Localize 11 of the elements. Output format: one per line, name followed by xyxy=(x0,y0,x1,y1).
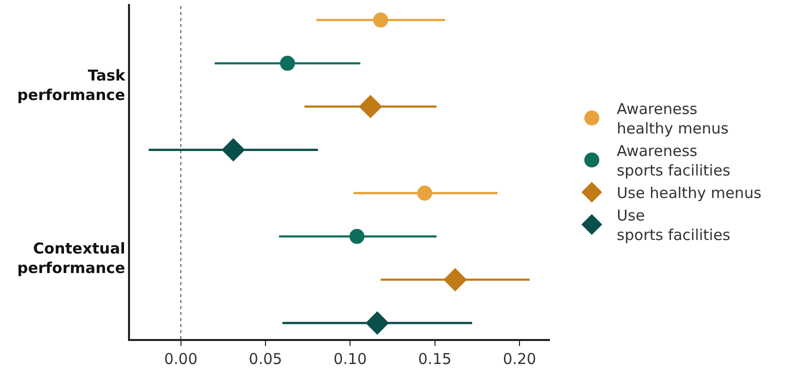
x-tick-label: 0.15 xyxy=(418,350,452,368)
y-tick-label: Task performance xyxy=(17,66,126,104)
x-tick-label: 0.10 xyxy=(333,350,367,368)
legend-label: Use sports facilities xyxy=(616,206,730,244)
legend-label: Use healthy menus xyxy=(616,184,762,202)
legend-label: Awareness healthy menus xyxy=(616,100,729,138)
x-tick-label: 0.20 xyxy=(502,350,536,368)
legend-label: Awareness sports facilities xyxy=(616,142,730,180)
x-tick-label: 0.05 xyxy=(248,350,282,368)
y-tick-label: Contextual performance xyxy=(17,240,126,278)
x-tick-label: 0.00 xyxy=(164,350,198,368)
